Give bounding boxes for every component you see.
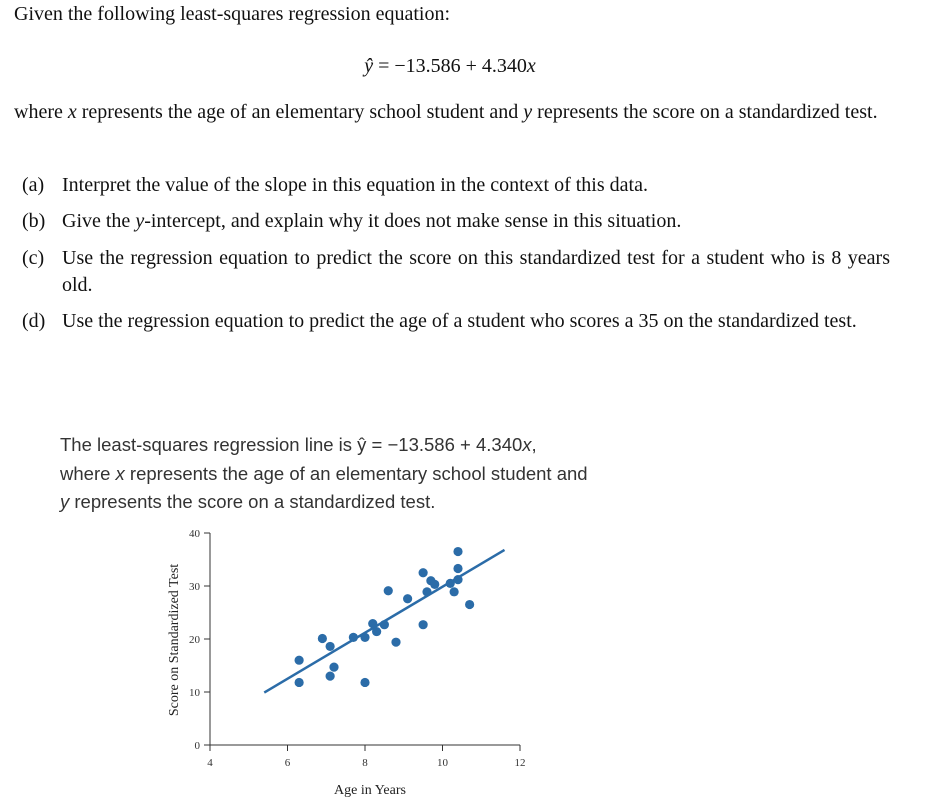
y-tick-label: 0: [195, 740, 201, 752]
part-label: (a): [22, 174, 45, 196]
text: Use the regression equation to predict t…: [62, 310, 857, 332]
y-tick-label: 40: [189, 528, 201, 540]
text: where: [60, 463, 116, 484]
part-label: (d): [22, 310, 46, 332]
x-tick-label: 4: [207, 757, 213, 769]
eq-part: = −13.586 + 4.340: [373, 55, 527, 77]
point: [445, 578, 455, 588]
equation: ŷ = −13.586 + 4.340x: [0, 53, 900, 80]
point: [418, 620, 428, 630]
point: [449, 587, 459, 597]
text: Use the regression equation to predict t…: [62, 247, 890, 296]
text: ,: [531, 434, 537, 455]
text: y: [60, 491, 70, 512]
point: [391, 637, 401, 647]
text: x: [115, 463, 125, 484]
point: [403, 594, 413, 604]
text: Give the: [62, 210, 136, 232]
text: represents the score on a standardized t…: [69, 491, 436, 512]
text: represents the score on a standardized t…: [532, 101, 878, 123]
part-text: Use the regression equation to predict t…: [62, 245, 890, 299]
point: [418, 568, 428, 578]
y-tick-label: 30: [189, 581, 201, 593]
eq-part: ŷ: [364, 55, 374, 77]
point: [348, 632, 358, 643]
caption-line: The least-squares regression line is ŷ =…: [60, 431, 537, 460]
part: (b) Give the y-intercept, and explain why…: [22, 208, 890, 235]
point: [325, 641, 335, 652]
part-text: Give the y-intercept, and explain why it…: [62, 208, 890, 235]
part-label: (b): [22, 210, 46, 232]
y-tick-label: 10: [189, 687, 201, 699]
text: x: [522, 434, 532, 455]
text: Interpret the value of the slope in this…: [62, 174, 648, 196]
point: [453, 546, 463, 557]
point: [325, 671, 335, 681]
point: [368, 619, 378, 629]
part-label: (c): [22, 247, 45, 269]
eq-part: x: [526, 55, 536, 77]
point: [294, 677, 304, 688]
lead: Given the following least-squares regres…: [14, 3, 450, 25]
part-text: Interpret the value of the slope in this…: [62, 172, 890, 199]
point: [317, 633, 327, 644]
x-axis-label: Age in Years: [334, 783, 406, 798]
point: [294, 655, 304, 665]
y-tick-label: 20: [189, 634, 201, 646]
point: [453, 563, 463, 574]
point: [422, 587, 432, 597]
text: y: [523, 101, 533, 123]
point: [383, 586, 393, 596]
x-tick-label: 12: [515, 757, 526, 769]
part: (a) Interpret the value of the slope in t…: [22, 172, 890, 199]
text: y: [135, 210, 145, 232]
point: [430, 579, 440, 590]
point: [360, 632, 370, 643]
part-text: Use the regression equation to predict t…: [62, 308, 890, 335]
point: [360, 677, 370, 688]
y-axis-label: Score on Standardized Test: [167, 564, 182, 716]
x-tick-label: 8: [362, 757, 368, 769]
text: represents the age of an elementary scho…: [124, 463, 588, 484]
point: [465, 599, 475, 610]
text: x: [67, 101, 77, 123]
caption-line: where x represents the age of an element…: [60, 460, 588, 489]
x-tick-label: 6: [285, 757, 291, 769]
point: [453, 575, 463, 585]
part: (c) Use the regression equation to predic…: [22, 245, 890, 299]
context: where x represents the age of an element…: [14, 99, 890, 126]
text: where: [14, 101, 68, 123]
point: [329, 662, 339, 672]
part: (d) Use the regression equation to predic…: [22, 308, 890, 335]
caption-line: y represents the score on a standardized…: [60, 488, 435, 517]
text: -intercept, and explain why it does not …: [144, 210, 682, 232]
text: The least-squares regression line is ŷ =…: [60, 434, 523, 455]
x-tick-label: 10: [437, 757, 449, 769]
point: [372, 626, 382, 637]
point: [379, 620, 389, 630]
text: represents the age of an elementary scho…: [76, 101, 524, 123]
